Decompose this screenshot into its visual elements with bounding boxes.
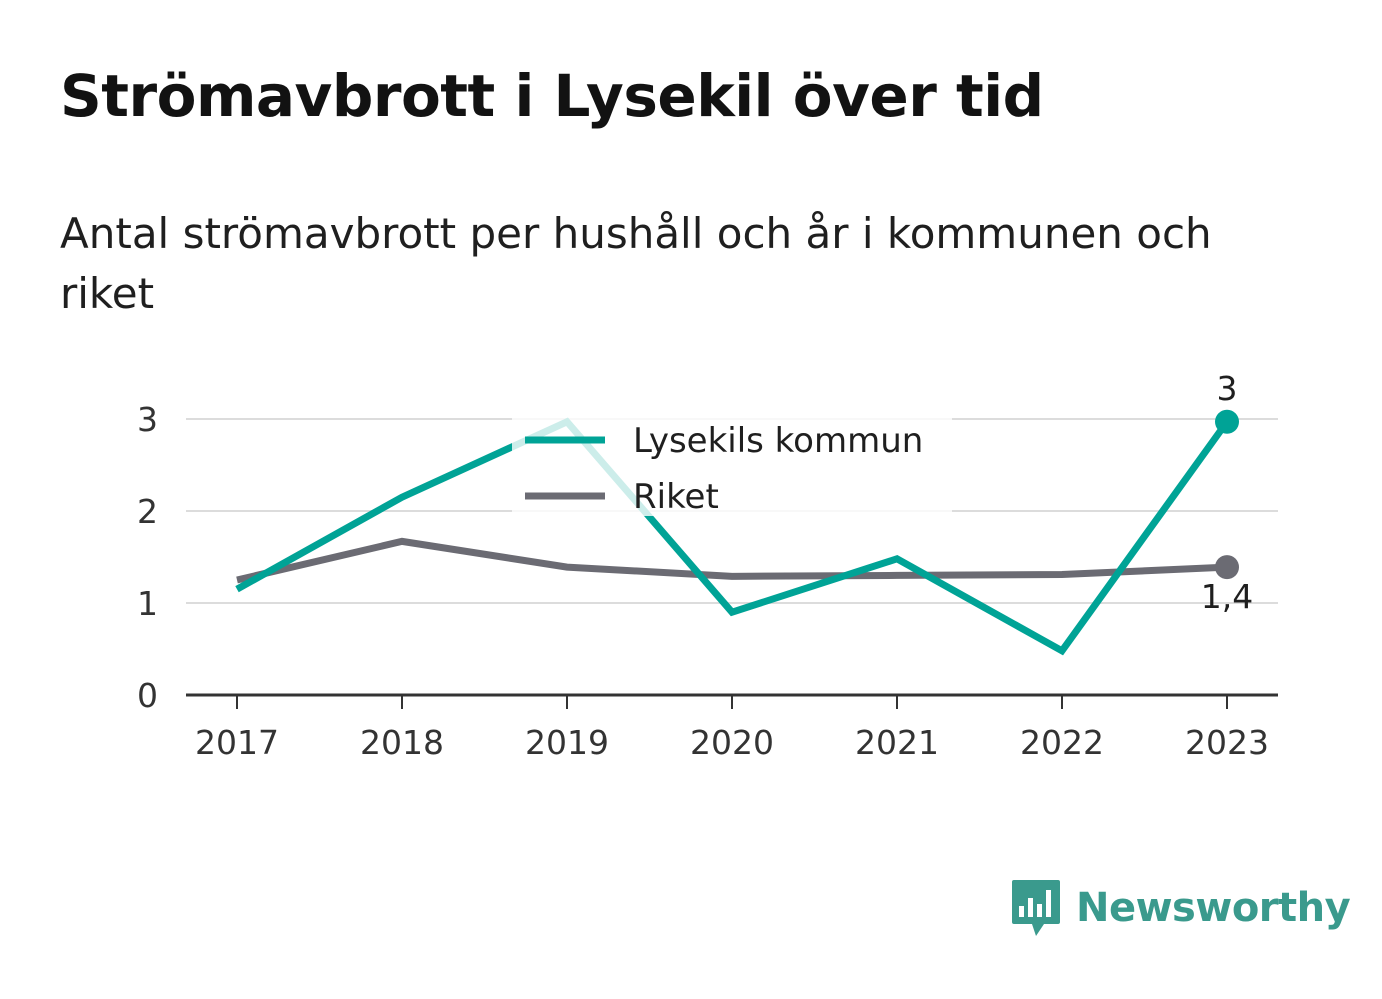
y-axis-ticks: 0 1 2 3	[137, 400, 158, 715]
y-tick-label: 3	[137, 400, 158, 439]
chart-subtitle: Antal strömavbrott per hushåll och år i …	[60, 209, 1212, 318]
series-line-riket	[236, 537, 1228, 584]
x-tick-label: 2019	[525, 723, 609, 762]
x-tick-label: 2020	[690, 723, 774, 762]
brand-logo: Newsworthy	[1010, 878, 1351, 938]
x-axis-ticks: 2017 2018 2019 2020 2021 2022 2023	[195, 695, 1269, 762]
x-tick-label: 2018	[360, 723, 444, 762]
brand-name: Newsworthy	[1076, 885, 1351, 931]
x-tick-label: 2017	[195, 723, 279, 762]
end-point-lysekil	[1215, 409, 1239, 434]
series-line-lysekil	[235, 417, 1230, 656]
legend-label-riket: Riket	[633, 477, 719, 517]
series-lines	[235, 417, 1230, 656]
y-tick-label: 0	[137, 676, 158, 715]
end-label-riket: 1,4	[1201, 577, 1253, 616]
end-point-riket	[1215, 555, 1239, 580]
x-tick-label: 2023	[1185, 723, 1269, 762]
end-label-lysekil: 3	[1217, 369, 1238, 408]
y-tick-label: 1	[137, 584, 158, 623]
x-tick-label: 2021	[855, 723, 939, 762]
legend: Lysekils kommun Riket	[512, 412, 952, 517]
x-tick-label: 2022	[1020, 723, 1104, 762]
y-tick-label: 2	[137, 492, 158, 531]
newsworthy-logo-icon	[1012, 880, 1060, 936]
legend-label-lysekil: Lysekils kommun	[633, 421, 923, 461]
chart-title: Strömavbrott i Lysekil över tid	[60, 62, 1044, 130]
end-labels: 31,4	[1201, 369, 1253, 616]
